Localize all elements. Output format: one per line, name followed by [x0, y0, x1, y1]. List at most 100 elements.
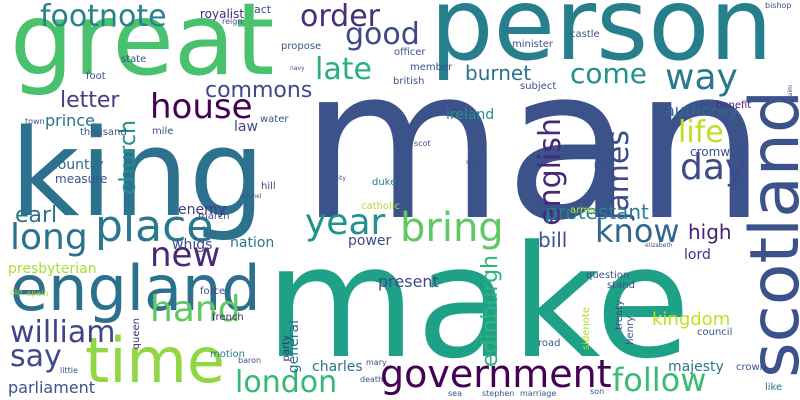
- word-baron: baron: [238, 356, 262, 365]
- word-high: high: [688, 220, 732, 244]
- word-letter: letter: [60, 88, 120, 113]
- word-crown: crown: [736, 362, 767, 373]
- word-propose: propose: [281, 41, 322, 52]
- word-minister: minister: [512, 39, 554, 50]
- word-sea: sea: [448, 389, 462, 398]
- word-man: man: [300, 22, 767, 267]
- word-presbyterian: presbyterian: [8, 261, 97, 277]
- word-mary: mary: [366, 358, 387, 367]
- word-know: know: [595, 212, 680, 250]
- word-elizabeth: elizabeth: [645, 242, 673, 249]
- word-make: make: [265, 212, 691, 393]
- word-commons: commons: [205, 78, 313, 103]
- word-benefit: benefit: [716, 100, 752, 111]
- word-member: member: [410, 62, 453, 73]
- word-time: time: [85, 324, 226, 397]
- word-little: little: [60, 366, 78, 375]
- word-mile: mile: [152, 126, 174, 137]
- word-march: march: [198, 211, 230, 222]
- word-motion: motion: [210, 349, 246, 360]
- word-day: day: [680, 147, 747, 188]
- word-protestant: protestant: [545, 200, 649, 224]
- word-royalist: royalist: [200, 7, 245, 21]
- word-lord: lord: [684, 247, 711, 263]
- word-person: person: [430, 0, 773, 83]
- word-prince: prince: [45, 111, 95, 130]
- word-way: way: [665, 57, 738, 98]
- word-colonel: colonel: [240, 193, 262, 200]
- word-present: present: [378, 272, 439, 291]
- word-queen: queen: [131, 318, 142, 350]
- word-marriage: marriage: [520, 389, 557, 398]
- word-duke: duke: [372, 177, 397, 188]
- word-whigs: whigs: [172, 237, 213, 253]
- word-say: say: [10, 339, 62, 374]
- word-old: old: [10, 288, 23, 297]
- word-charles: charles: [312, 359, 363, 375]
- word-life: life: [678, 115, 724, 150]
- word-long: long: [10, 217, 88, 258]
- word-stephen: stephen: [482, 389, 515, 398]
- word-enemy: enemy: [178, 202, 227, 218]
- word-hill: hill: [261, 181, 276, 192]
- word-hand: hand: [150, 289, 241, 330]
- word-ireland: ireland: [446, 107, 495, 123]
- word-navy: navy: [290, 65, 305, 72]
- word-great: great: [10, 0, 275, 98]
- word-town: town: [25, 117, 45, 126]
- word-parliament: parliament: [8, 378, 96, 397]
- word-scotland: scotland: [736, 90, 800, 378]
- word-catholic: catholic: [361, 201, 401, 212]
- word-thousand: thousand: [80, 127, 127, 138]
- word-party: party: [281, 335, 292, 362]
- word-authority: authority: [665, 101, 738, 120]
- word-law: law: [234, 119, 258, 135]
- word-scot: scot: [414, 139, 431, 148]
- word-bill: bill: [538, 228, 568, 252]
- word-house: house: [150, 87, 253, 127]
- word-water: water: [260, 114, 289, 125]
- word-england: england: [10, 252, 261, 325]
- word-act: act: [254, 3, 272, 16]
- word-henry: henry: [625, 316, 636, 345]
- word-cromwell: cromwell: [690, 145, 745, 159]
- word-london: london: [235, 365, 338, 400]
- word-edinburgh: edinburgh: [478, 255, 503, 368]
- word-sidenote: sidenote: [581, 307, 592, 351]
- word-reign: reign: [222, 17, 243, 26]
- word-good: good: [345, 17, 420, 52]
- word-country: country: [50, 157, 104, 173]
- word-force: force: [200, 286, 226, 297]
- word-order: order: [300, 0, 380, 34]
- word-king: king: [10, 105, 266, 244]
- word-follow: follow: [612, 361, 707, 399]
- word-land: land: [594, 161, 612, 170]
- word-state: state: [121, 54, 147, 65]
- word-measure: measure: [55, 172, 108, 186]
- word-footnote: footnote: [40, 0, 167, 34]
- word-treaty: treaty: [614, 300, 625, 330]
- word-death: death: [360, 375, 384, 384]
- word-street: street: [466, 159, 484, 166]
- word-claim: claim: [787, 85, 794, 102]
- word-road: road: [538, 338, 561, 349]
- word-stand: stand: [607, 280, 635, 291]
- word-spain: spain: [27, 289, 49, 298]
- word-majesty: majesty: [668, 359, 724, 375]
- word-bring: bring: [400, 205, 504, 251]
- word-burnet: burnet: [465, 61, 532, 85]
- word-subject: subject: [520, 81, 557, 92]
- word-council: council: [697, 327, 733, 338]
- word-son: son: [590, 387, 605, 396]
- word-castle: castle: [570, 29, 600, 40]
- word-new: new: [150, 235, 221, 275]
- word-earl: earl: [15, 203, 58, 228]
- word-city: city: [335, 175, 346, 182]
- word-foot: foot: [86, 71, 106, 82]
- word-power: power: [348, 233, 392, 249]
- word-government: government: [380, 352, 612, 396]
- word-place: place: [95, 201, 214, 252]
- word-officer: officer: [394, 47, 426, 58]
- word-late: late: [315, 52, 372, 87]
